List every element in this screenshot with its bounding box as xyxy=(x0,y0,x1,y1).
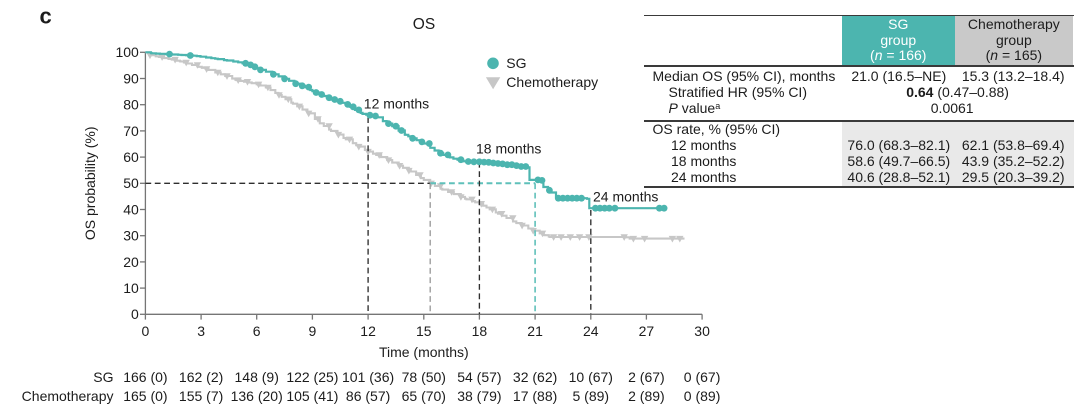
svg-text:0: 0 xyxy=(131,306,139,322)
svg-text:6: 6 xyxy=(253,323,261,339)
svg-text:30: 30 xyxy=(694,323,710,339)
svg-text:10: 10 xyxy=(123,280,139,296)
svg-text:50: 50 xyxy=(123,175,139,191)
svg-text:0 (89): 0 (89) xyxy=(684,388,721,404)
svg-text:38 (79): 38 (79) xyxy=(457,388,501,404)
svg-text:Chemotherapy: Chemotherapy xyxy=(506,74,598,90)
svg-text:SG: SG xyxy=(506,55,526,71)
svg-text:78 (50): 78 (50) xyxy=(402,369,446,385)
svg-text:2 (67): 2 (67) xyxy=(628,369,665,385)
svg-text:105 (41): 105 (41) xyxy=(286,388,338,404)
svg-text:136 (20): 136 (20) xyxy=(231,388,283,404)
svg-text:54 (57): 54 (57) xyxy=(457,369,501,385)
svg-text:Time (months): Time (months) xyxy=(379,344,469,360)
svg-text:0 (67): 0 (67) xyxy=(684,369,721,385)
svg-text:24 months: 24 months xyxy=(593,189,658,205)
svg-text:10 (67): 10 (67) xyxy=(569,369,613,385)
svg-text:40: 40 xyxy=(123,201,139,217)
svg-text:155 (7): 155 (7) xyxy=(179,388,223,404)
svg-text:165 (0): 165 (0) xyxy=(123,388,167,404)
svg-text:122 (25): 122 (25) xyxy=(286,369,338,385)
svg-text:30: 30 xyxy=(123,228,139,244)
svg-text:9: 9 xyxy=(309,323,317,339)
svg-text:90: 90 xyxy=(123,70,139,86)
svg-text:27: 27 xyxy=(639,323,655,339)
svg-text:101 (36): 101 (36) xyxy=(342,369,394,385)
svg-text:3: 3 xyxy=(197,323,205,339)
svg-text:18: 18 xyxy=(472,323,488,339)
svg-text:70: 70 xyxy=(123,123,139,139)
svg-text:100: 100 xyxy=(115,44,139,60)
svg-text:0: 0 xyxy=(142,323,150,339)
svg-text:65 (70): 65 (70) xyxy=(402,388,446,404)
svg-text:24: 24 xyxy=(583,323,599,339)
svg-text:OS: OS xyxy=(413,16,435,33)
svg-text:20: 20 xyxy=(123,254,139,270)
svg-text:12: 12 xyxy=(360,323,376,339)
svg-text:148 (9): 148 (9) xyxy=(235,369,279,385)
svg-text:80: 80 xyxy=(123,97,139,113)
svg-text:Chemotherapy: Chemotherapy xyxy=(22,388,114,404)
svg-text:162 (2): 162 (2) xyxy=(179,369,223,385)
svg-text:SG: SG xyxy=(93,369,113,385)
svg-text:12 months: 12 months xyxy=(364,96,429,112)
svg-text:166 (0): 166 (0) xyxy=(123,369,167,385)
svg-text:32 (62): 32 (62) xyxy=(513,369,557,385)
svg-text:2 (89): 2 (89) xyxy=(628,388,665,404)
svg-text:c: c xyxy=(40,4,52,29)
svg-text:17 (88): 17 (88) xyxy=(513,388,557,404)
svg-text:60: 60 xyxy=(123,149,139,165)
svg-text:5 (89): 5 (89) xyxy=(573,388,610,404)
svg-text:15: 15 xyxy=(416,323,432,339)
svg-text:21: 21 xyxy=(527,323,543,339)
svg-text:86 (57): 86 (57) xyxy=(346,388,390,404)
svg-text:18 months: 18 months xyxy=(476,140,541,156)
svg-text:OS probability (%): OS probability (%) xyxy=(82,127,98,241)
